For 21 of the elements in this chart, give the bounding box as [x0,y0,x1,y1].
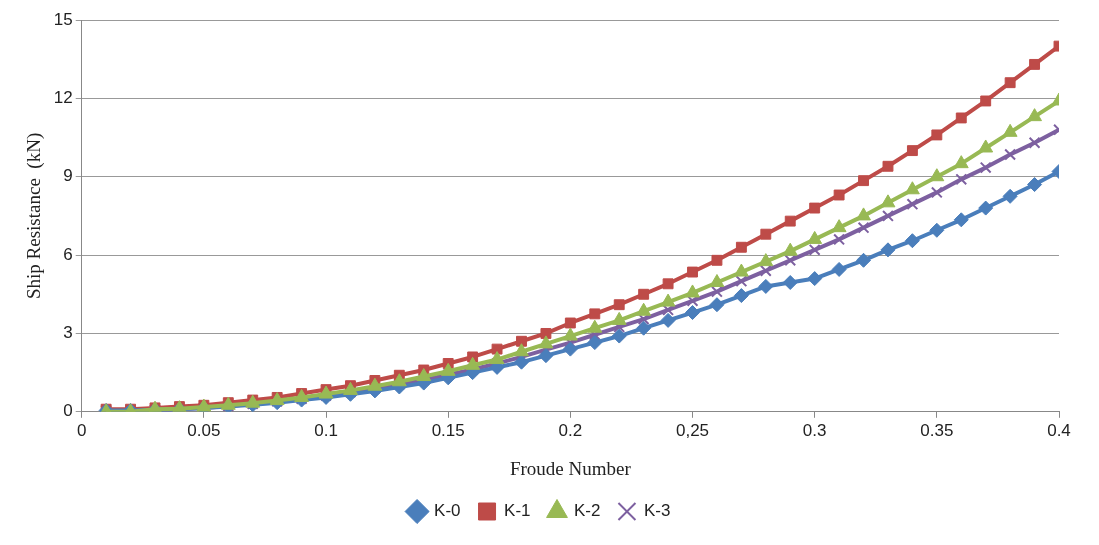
x-tick-label: 0.1 [314,420,338,440]
legend-label: K-0 [434,501,461,521]
legend-label: K-3 [643,501,671,521]
y-axis-title: Ship Resistance (kN) [23,132,46,300]
x-tick-label: 0.05 [187,420,221,440]
x-tick-label: 0 [76,420,87,440]
y-tick-label: 15 [53,9,73,29]
legend-label: K-1 [504,501,531,521]
y-tick-label: 9 [63,166,73,186]
y-tick-label: 0 [63,401,73,421]
x-tick-label: 0.3 [802,420,827,440]
x-axis-title: Froude Number [509,457,632,479]
x-tick-label: 0,25 [675,420,710,440]
y-tick-label: 3 [63,323,73,343]
y-tick-label: 6 [63,244,73,264]
x-tick-label: 0.2 [558,420,583,440]
x-tick-label: 0.4 [1047,420,1071,440]
legend-label: K-2 [574,501,601,521]
y-tick-label: 12 [53,88,73,108]
x-tick-label: 0.15 [431,420,465,440]
x-tick-label: 0.35 [920,420,954,440]
